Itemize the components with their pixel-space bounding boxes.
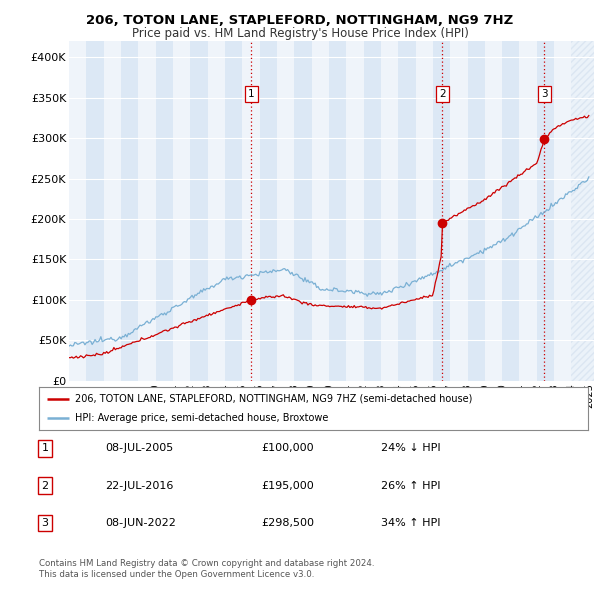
Bar [208, 41, 225, 381]
Bar [554, 41, 571, 381]
Text: HPI: Average price, semi-detached house, Broxtowe: HPI: Average price, semi-detached house,… [74, 413, 328, 423]
Text: 24% ↓ HPI: 24% ↓ HPI [381, 444, 440, 453]
Bar [485, 41, 502, 381]
Text: £195,000: £195,000 [261, 481, 314, 490]
Text: This data is licensed under the Open Government Licence v3.0.: This data is licensed under the Open Gov… [39, 570, 314, 579]
Bar [139, 41, 155, 381]
Bar [104, 41, 121, 381]
Bar [69, 41, 86, 381]
Text: 34% ↑ HPI: 34% ↑ HPI [381, 518, 440, 527]
Text: Contains HM Land Registry data © Crown copyright and database right 2024.: Contains HM Land Registry data © Crown c… [39, 559, 374, 568]
Text: Price paid vs. HM Land Registry's House Price Index (HPI): Price paid vs. HM Land Registry's House … [131, 27, 469, 40]
Bar [242, 41, 260, 381]
Bar [311, 41, 329, 381]
Text: 08-JUN-2022: 08-JUN-2022 [105, 518, 176, 527]
Bar [571, 41, 598, 381]
Text: 1: 1 [248, 89, 255, 99]
Text: 1: 1 [41, 444, 49, 453]
Bar [346, 41, 364, 381]
Bar [277, 41, 294, 381]
Bar [381, 41, 398, 381]
Text: 2: 2 [41, 481, 49, 490]
Text: 26% ↑ HPI: 26% ↑ HPI [381, 481, 440, 490]
Text: £298,500: £298,500 [261, 518, 314, 527]
Text: 08-JUL-2005: 08-JUL-2005 [105, 444, 173, 453]
Text: 206, TOTON LANE, STAPLEFORD, NOTTINGHAM, NG9 7HZ: 206, TOTON LANE, STAPLEFORD, NOTTINGHAM,… [86, 14, 514, 27]
Bar [173, 41, 190, 381]
Text: 3: 3 [541, 89, 548, 99]
Text: 206, TOTON LANE, STAPLEFORD, NOTTINGHAM, NG9 7HZ (semi-detached house): 206, TOTON LANE, STAPLEFORD, NOTTINGHAM,… [74, 394, 472, 404]
Text: 3: 3 [41, 518, 49, 527]
Bar [416, 41, 433, 381]
Bar [450, 41, 467, 381]
Bar [520, 41, 537, 381]
Text: 22-JUL-2016: 22-JUL-2016 [105, 481, 173, 490]
Text: 2: 2 [439, 89, 446, 99]
Text: £100,000: £100,000 [261, 444, 314, 453]
